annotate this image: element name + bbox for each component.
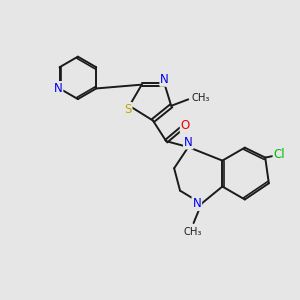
- Text: N: N: [160, 73, 169, 86]
- Text: CH₃: CH₃: [191, 93, 210, 103]
- Text: N: N: [192, 197, 201, 210]
- Text: N: N: [184, 136, 193, 148]
- Text: Cl: Cl: [274, 148, 285, 160]
- Text: CH₃: CH₃: [184, 227, 202, 237]
- Text: S: S: [124, 103, 132, 116]
- Text: N: N: [54, 82, 62, 95]
- Text: O: O: [181, 119, 190, 132]
